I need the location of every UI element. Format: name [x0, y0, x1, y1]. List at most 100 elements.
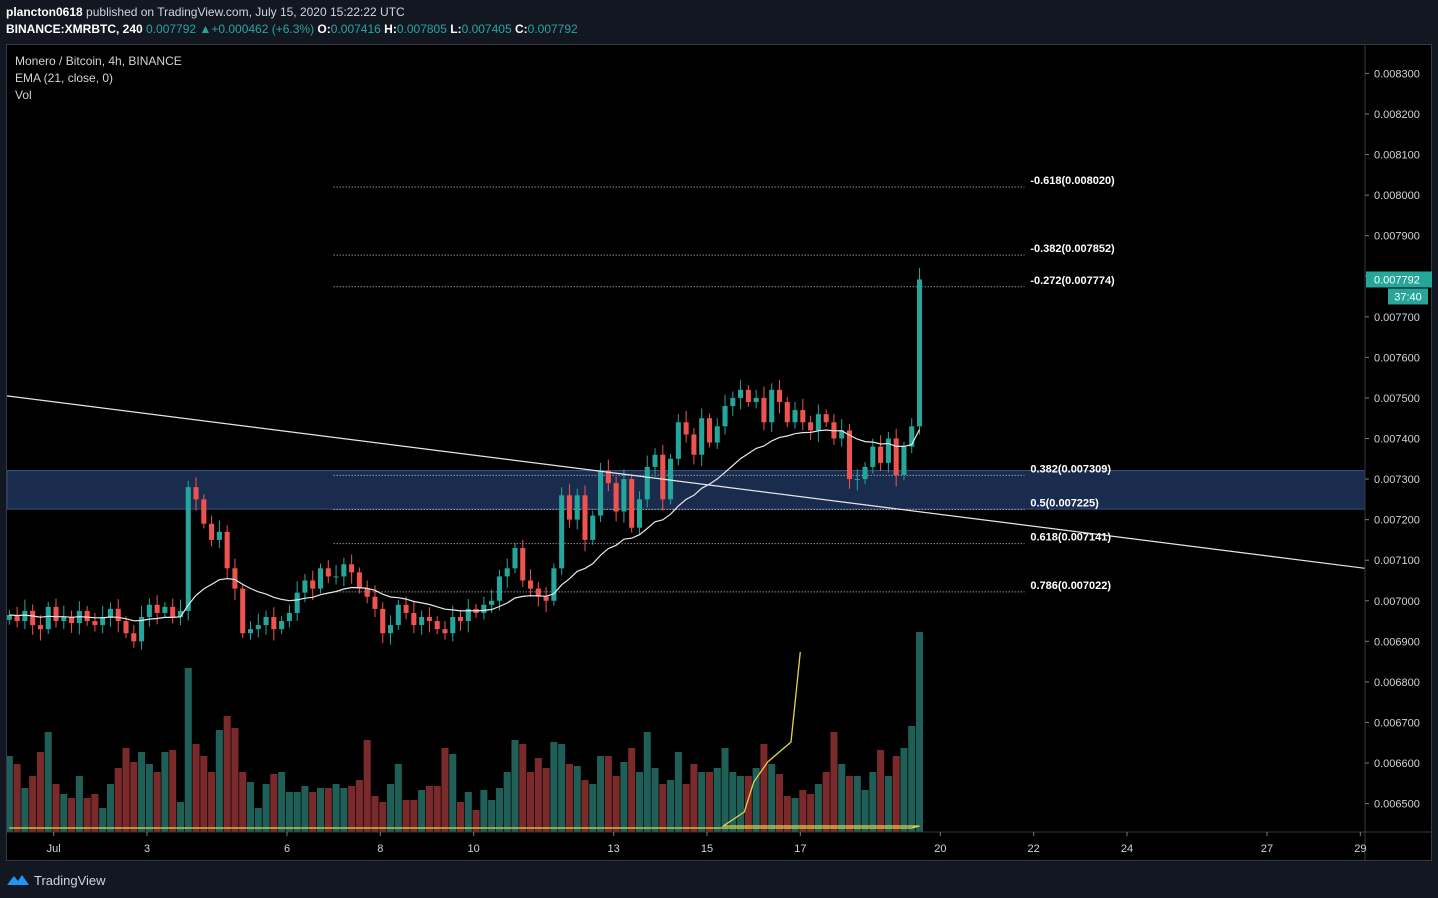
- volume-bar: [161, 752, 169, 832]
- volume-bar: [231, 728, 239, 832]
- volume-bar: [433, 786, 441, 832]
- volume-bar: [558, 744, 566, 832]
- candle-body: [302, 580, 308, 593]
- candle-body: [769, 389, 775, 423]
- volume-bar: [410, 800, 418, 832]
- y-tick-label: 0.007900: [1374, 231, 1420, 243]
- last-price-badge-label: 0.007792: [1374, 274, 1420, 286]
- candle-body: [566, 495, 572, 520]
- candle-body: [854, 479, 860, 481]
- x-tick-label: Jul: [47, 843, 61, 855]
- volume-bar: [441, 748, 449, 832]
- candle-body: [84, 610, 90, 622]
- volume-bar: [60, 794, 68, 832]
- volume-bar: [861, 790, 869, 832]
- candle-body: [22, 610, 28, 622]
- volume-bar: [394, 764, 402, 832]
- volume-bar: [301, 786, 309, 832]
- close-label: C:: [514, 22, 528, 36]
- y-tick-label: 0.007000: [1374, 596, 1420, 608]
- volume-bar: [807, 794, 815, 832]
- volume-bar: [402, 800, 410, 832]
- x-tick-label: 17: [794, 843, 806, 855]
- fib-level-label: 0.5(0.007225): [1030, 497, 1099, 509]
- legend-title[interactable]: Monero / Bitcoin, 4h, BINANCE: [15, 54, 182, 68]
- volume-bar: [192, 744, 200, 832]
- volume-bar: [900, 748, 908, 832]
- volume-bar: [651, 768, 659, 832]
- y-tick-label: 0.008300: [1374, 68, 1420, 80]
- candle-body: [380, 608, 386, 634]
- candle-body: [823, 414, 829, 423]
- fib-level-label: -0.618(0.008020): [1030, 175, 1115, 187]
- y-tick-label: 0.006800: [1374, 677, 1420, 689]
- candle-body: [177, 610, 184, 617]
- candle-body: [543, 596, 549, 601]
- volume-bar: [760, 744, 768, 832]
- candle-body: [706, 418, 713, 443]
- volume-bar: [527, 772, 535, 832]
- legend-ema[interactable]: EMA (21, close, 0): [15, 71, 114, 85]
- candle-body: [61, 616, 67, 622]
- volume-bar: [480, 790, 488, 832]
- candle-body: [69, 616, 75, 624]
- volume-bar: [386, 784, 395, 832]
- candle-body: [442, 629, 448, 634]
- volume-bar: [635, 772, 643, 832]
- y-tick-label: 0.007500: [1374, 393, 1420, 405]
- volume-bar: [215, 730, 223, 832]
- candle-body: [131, 633, 137, 642]
- chart-frame[interactable]: [6, 44, 1432, 861]
- candle-body: [333, 576, 339, 578]
- volume-bar: [472, 810, 480, 832]
- publisher-name[interactable]: plancton0618: [6, 5, 83, 19]
- volume-bar: [589, 784, 597, 832]
- volume-bar: [239, 772, 247, 832]
- candle-body: [185, 487, 191, 611]
- volume-bar: [91, 794, 99, 832]
- volume-bar: [371, 796, 379, 832]
- volume-bar: [449, 754, 457, 832]
- candle-body: [271, 616, 277, 630]
- volume-bar: [36, 752, 44, 832]
- candle-body: [792, 410, 798, 423]
- volume-bar: [791, 798, 799, 832]
- candle-body: [605, 470, 611, 484]
- candle-body: [216, 531, 222, 540]
- tradingview-logo-icon: [7, 875, 29, 885]
- volume-bar: [729, 772, 737, 832]
- volume-bar: [332, 784, 340, 832]
- volume-bar: [262, 784, 270, 832]
- countdown-badge: [1388, 288, 1428, 305]
- open-value: 0.007416: [330, 22, 381, 36]
- candle-body: [714, 426, 720, 443]
- candle-body: [279, 621, 285, 630]
- volume-bar: [573, 766, 581, 832]
- candle-body: [893, 438, 899, 476]
- candle-body: [232, 568, 238, 589]
- volume-bar: [184, 668, 192, 832]
- candle-body: [613, 483, 619, 512]
- candle-body: [170, 606, 176, 617]
- high-label: H:: [384, 22, 397, 36]
- volume-bar: [915, 632, 924, 832]
- candle-body: [683, 422, 689, 435]
- volume-bar: [628, 748, 636, 832]
- volume-bar: [713, 768, 721, 832]
- fib-level-label: 0.786(0.007022): [1030, 580, 1111, 592]
- x-tick-label: 29: [1354, 843, 1366, 855]
- footer-branding[interactable]: TradingView: [6, 868, 106, 892]
- candle-body: [356, 572, 362, 589]
- x-tick-label: 8: [377, 843, 383, 855]
- candle-body: [37, 625, 43, 630]
- x-tick-label: 6: [284, 843, 290, 855]
- candle-body: [535, 588, 541, 597]
- volume-bar: [324, 788, 332, 832]
- y-tick-label: 0.007600: [1374, 352, 1420, 364]
- volume-bar: [75, 776, 83, 832]
- volume-bar: [550, 742, 558, 832]
- legend-vol[interactable]: Vol: [15, 88, 32, 102]
- volume-ma-line: [9, 651, 920, 829]
- x-tick-label: 15: [701, 843, 713, 855]
